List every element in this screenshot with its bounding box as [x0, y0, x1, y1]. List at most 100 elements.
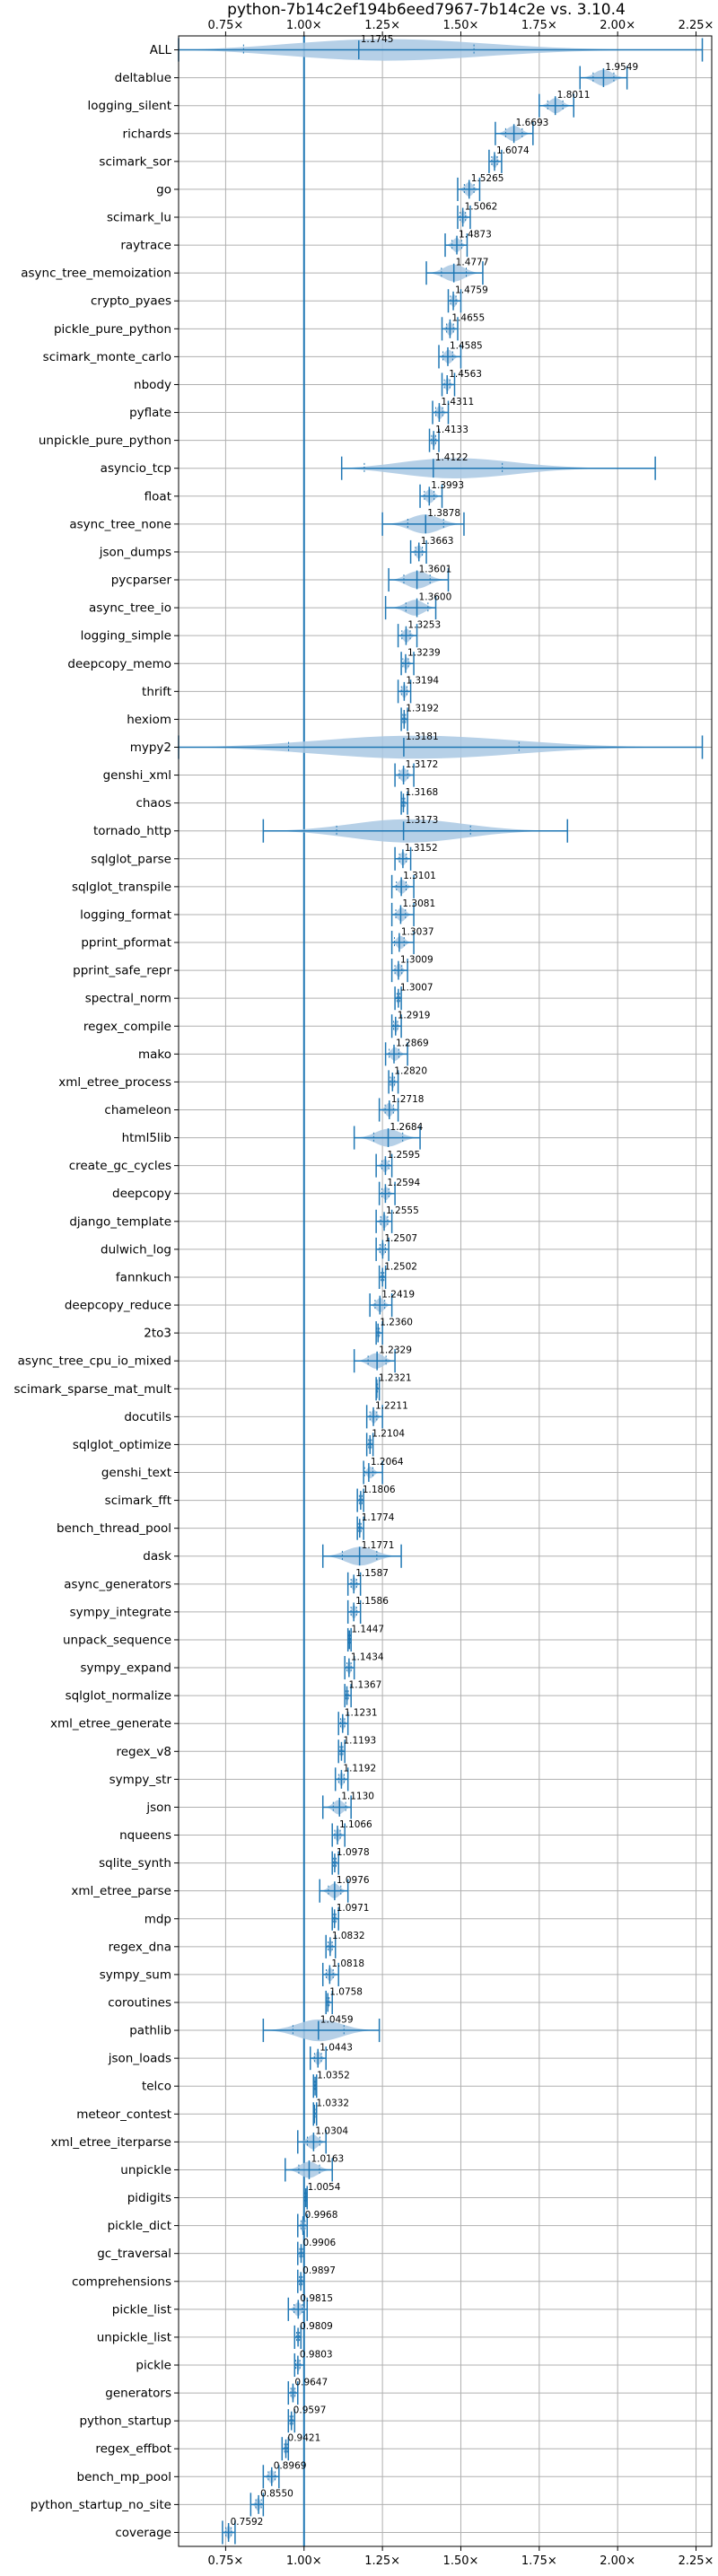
y-tick-label: scimark_sparse_mat_mult: [14, 1382, 171, 1397]
y-tick-label: mdp: [144, 1912, 171, 1926]
value-label: 1.0832: [332, 1931, 365, 1941]
y-tick-label: unpickle_list: [97, 2330, 171, 2344]
y-tick-label: thrift: [142, 685, 171, 699]
y-tick-label: pycparser: [111, 574, 172, 588]
y-tick-label: pickle_pure_python: [54, 322, 171, 337]
value-label: 1.2064: [371, 1457, 404, 1468]
x-tick-label-top: 1.50×: [443, 19, 479, 32]
value-label: 0.7592: [231, 2517, 264, 2528]
value-label: 1.3173: [406, 815, 439, 826]
y-tick-label: deltablue: [115, 71, 171, 85]
value-label: 0.8969: [274, 2461, 307, 2472]
x-tick-label-bottom: 2.00×: [600, 2554, 635, 2568]
value-label: 1.1130: [341, 1792, 374, 1802]
y-tick-label: pickle_list: [112, 2302, 171, 2317]
y-tick-label: asyncio_tcp: [101, 461, 171, 476]
y-tick-label: unpickle_pure_python: [39, 434, 171, 448]
violin-marks: [178, 38, 704, 2545]
y-tick-label: python_startup: [79, 2414, 171, 2429]
y-tick-label: gc_traversal: [97, 2247, 171, 2261]
value-label: 1.4133: [435, 425, 468, 435]
y-tick-label: sympy_integrate: [70, 1605, 171, 1619]
value-label: 1.1587: [355, 1568, 389, 1579]
value-label: 1.3037: [401, 926, 434, 937]
y-tick-label: regex_v8: [116, 1745, 171, 1759]
y-tick-label: json: [145, 1801, 171, 1815]
value-label: 1.6693: [516, 118, 549, 128]
value-label: 1.0163: [311, 2154, 344, 2165]
y-tick-label: async_tree_io: [89, 601, 171, 616]
value-label: 1.1367: [349, 1679, 382, 1690]
plot-area: [179, 36, 712, 2546]
y-tick-label: richards: [123, 127, 171, 141]
y-tick-label: logging_silent: [88, 99, 171, 113]
y-tick-label: async_tree_memoization: [21, 267, 171, 281]
y-tick-label: deepcopy: [112, 1187, 171, 1201]
value-label: 1.1774: [362, 1512, 395, 1523]
y-tick-label: scimark_lu: [107, 211, 171, 225]
x-tick-label-bottom: 1.00×: [286, 2554, 322, 2568]
y-tick-label: pprint_pformat: [81, 936, 171, 951]
y-tick-label: genshi_text: [101, 1466, 171, 1480]
y-tick-label: json_dumps: [99, 545, 171, 559]
value-label: 1.1806: [363, 1485, 396, 1495]
y-tick-label: raytrace: [120, 239, 171, 253]
value-label: 1.0976: [337, 1875, 370, 1886]
value-label: 0.9597: [293, 2405, 327, 2415]
y-tick-label: chaos: [136, 796, 171, 810]
value-label: 1.3192: [406, 704, 439, 714]
value-label: 0.9815: [300, 2293, 333, 2304]
y-tick-label: generators: [105, 2387, 171, 2401]
value-labels: 1.1745 1.9549 1.8011 1.6693 1.6074 1.5265 1.50…: [231, 34, 639, 2528]
value-label: 1.6074: [496, 145, 530, 156]
value-label: 1.4122: [435, 452, 468, 463]
value-label: 1.2555: [386, 1205, 419, 1216]
y-tick-label: unpickle: [120, 2163, 171, 2177]
value-label: 1.3172: [406, 759, 439, 770]
y-tick-label: xml_etree_parse: [71, 1884, 171, 1898]
value-label: 1.0459: [320, 2014, 354, 2025]
value-label: 0.9803: [300, 2349, 333, 2360]
value-label: 1.2820: [394, 1066, 427, 1077]
y-tick-label: sqlglot_normalize: [66, 1689, 171, 1704]
value-label: 0.9647: [294, 2377, 328, 2388]
value-label: 1.0352: [317, 2071, 350, 2081]
y-tick-label: sqlglot_parse: [91, 852, 171, 866]
value-label: 1.1771: [362, 1540, 395, 1551]
y-tick-label: scimark_fft: [105, 1494, 171, 1508]
value-label: 1.0758: [329, 1986, 363, 1997]
y-tick-label: nbody: [134, 378, 171, 392]
y-tick-label: async_tree_none: [69, 517, 171, 531]
y-tick-label: ALL: [150, 43, 172, 57]
value-label: 1.3601: [419, 564, 452, 574]
value-label: 1.2919: [398, 1011, 431, 1021]
value-label: 1.2869: [396, 1038, 429, 1049]
value-label: 1.0332: [316, 2098, 349, 2109]
value-label: 1.3152: [405, 843, 438, 854]
x-tick-label-top: 1.75×: [521, 19, 557, 32]
y-tick-label: logging_format: [80, 907, 171, 922]
y-tick-label: fannkuch: [116, 1270, 171, 1284]
value-label: 0.9906: [302, 2238, 336, 2248]
value-label: 1.1434: [351, 1652, 384, 1662]
y-tick-label: mypy2: [130, 740, 171, 755]
y-tick-label: regex_compile: [83, 1020, 171, 1034]
value-label: 1.3239: [407, 648, 441, 659]
value-label: 1.4563: [449, 369, 482, 380]
value-label: 1.3168: [405, 787, 438, 798]
x-tick-label-bottom: 2.25×: [679, 2554, 714, 2568]
y-tick-label: dulwich_log: [101, 1242, 171, 1257]
value-label: 0.9897: [302, 2265, 336, 2276]
y-tick-label: python_startup_no_site: [31, 2498, 171, 2512]
value-label: 1.5265: [471, 173, 504, 184]
y-tick-label: bench_mp_pool: [77, 2470, 171, 2484]
value-label: 1.3101: [403, 871, 436, 881]
plot-frame: [178, 35, 713, 2547]
value-label: 1.5062: [465, 201, 498, 212]
value-label: 1.1447: [351, 1624, 384, 1634]
y-tick-label: sqlglot_transpile: [72, 880, 171, 894]
y-tick-label: sympy_expand: [80, 1661, 171, 1676]
y-tick-label: coverage: [115, 2526, 171, 2540]
value-label: 1.0054: [308, 2182, 341, 2193]
